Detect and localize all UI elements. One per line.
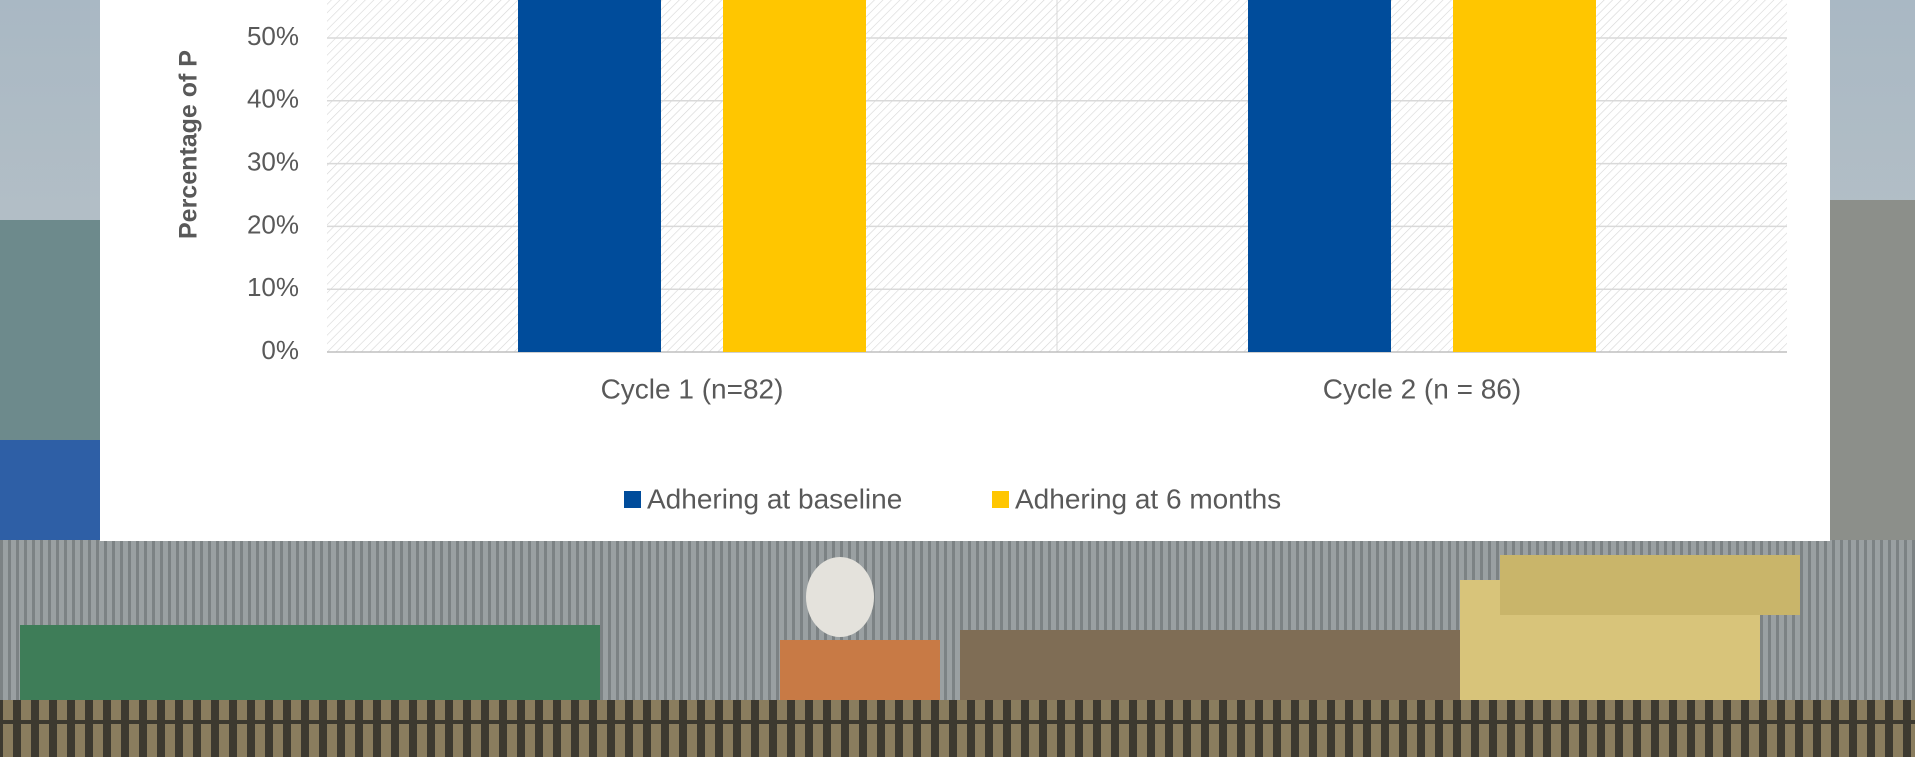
legend-swatch (992, 491, 1009, 508)
x-tick-label: Cycle 2 (n = 86) (1323, 373, 1521, 404)
bar (1453, 0, 1596, 353)
legend-swatch (624, 491, 641, 508)
y-tick-label: 20% (247, 209, 299, 239)
y-tick-label: 50% (247, 21, 299, 51)
y-tick-label: 30% (247, 146, 299, 176)
bar (518, 0, 661, 352)
y-axis-title: Percentage of P (175, 50, 203, 239)
y-tick-label: 10% (247, 272, 299, 302)
legend-label: Adhering at baseline (647, 483, 902, 514)
legend-label: Adhering at 6 months (1015, 483, 1281, 514)
bar (1248, 0, 1391, 353)
x-tick-label: Cycle 1 (n=82) (601, 373, 784, 404)
bar (723, 0, 866, 352)
y-tick-label: 40% (247, 84, 299, 114)
y-tick-label: 0% (261, 335, 299, 365)
